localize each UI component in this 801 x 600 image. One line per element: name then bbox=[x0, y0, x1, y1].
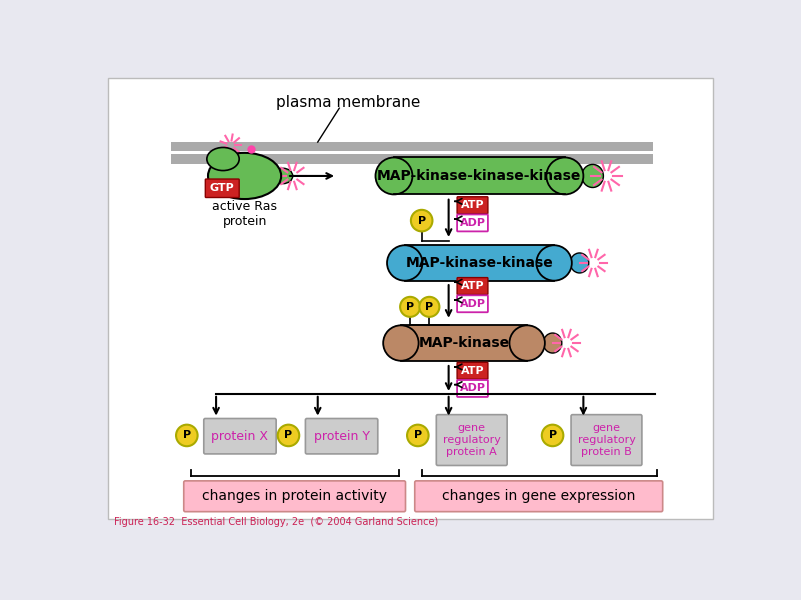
FancyBboxPatch shape bbox=[203, 419, 276, 454]
Ellipse shape bbox=[570, 253, 589, 273]
Text: Figure 16-32  Essential Cell Biology, 2e  (© 2004 Garland Science): Figure 16-32 Essential Cell Biology, 2e … bbox=[114, 517, 438, 527]
Ellipse shape bbox=[407, 425, 429, 446]
Ellipse shape bbox=[208, 153, 281, 199]
FancyBboxPatch shape bbox=[305, 419, 378, 454]
Bar bbox=[171, 154, 653, 164]
Text: ATP: ATP bbox=[461, 200, 485, 210]
FancyBboxPatch shape bbox=[457, 214, 488, 232]
Text: MAP-kinase-kinase-kinase: MAP-kinase-kinase-kinase bbox=[377, 169, 582, 183]
Text: P: P bbox=[284, 430, 292, 440]
Ellipse shape bbox=[582, 164, 603, 187]
Text: ADP: ADP bbox=[460, 383, 485, 394]
Ellipse shape bbox=[383, 325, 419, 361]
Ellipse shape bbox=[400, 297, 421, 317]
Text: MAP-kinase: MAP-kinase bbox=[418, 336, 509, 350]
Ellipse shape bbox=[273, 168, 292, 184]
FancyBboxPatch shape bbox=[437, 415, 507, 466]
Text: gene
regulatory
protein B: gene regulatory protein B bbox=[578, 424, 635, 457]
Text: active Ras
protein: active Ras protein bbox=[212, 200, 277, 229]
FancyBboxPatch shape bbox=[457, 362, 488, 379]
FancyBboxPatch shape bbox=[457, 197, 488, 214]
Text: protein Y: protein Y bbox=[314, 430, 369, 443]
Text: changes in protein activity: changes in protein activity bbox=[202, 489, 387, 503]
Ellipse shape bbox=[387, 245, 422, 281]
FancyBboxPatch shape bbox=[457, 278, 488, 295]
Text: MAP-kinase-kinase: MAP-kinase-kinase bbox=[405, 256, 553, 270]
Ellipse shape bbox=[509, 325, 545, 361]
Bar bbox=[171, 142, 653, 151]
FancyBboxPatch shape bbox=[571, 415, 642, 466]
Text: plasma membrane: plasma membrane bbox=[276, 95, 421, 110]
FancyBboxPatch shape bbox=[457, 295, 488, 312]
Bar bbox=[394, 157, 565, 194]
Ellipse shape bbox=[543, 333, 562, 353]
Ellipse shape bbox=[420, 297, 440, 317]
Ellipse shape bbox=[278, 425, 300, 446]
Ellipse shape bbox=[537, 245, 572, 281]
Text: protein X: protein X bbox=[211, 430, 268, 443]
Ellipse shape bbox=[376, 157, 413, 194]
Text: P: P bbox=[183, 430, 191, 440]
FancyBboxPatch shape bbox=[205, 179, 239, 197]
Text: P: P bbox=[406, 302, 414, 312]
FancyBboxPatch shape bbox=[183, 481, 405, 512]
FancyBboxPatch shape bbox=[457, 380, 488, 397]
Text: P: P bbox=[425, 302, 433, 312]
Text: P: P bbox=[549, 430, 557, 440]
FancyBboxPatch shape bbox=[415, 481, 662, 512]
Ellipse shape bbox=[541, 425, 563, 446]
Text: ATP: ATP bbox=[461, 281, 485, 291]
Text: ADP: ADP bbox=[460, 218, 485, 228]
Text: P: P bbox=[417, 215, 426, 226]
Text: ADP: ADP bbox=[460, 299, 485, 309]
Bar bbox=[405, 245, 554, 281]
Bar bbox=[400, 325, 527, 361]
Text: GTP: GTP bbox=[210, 183, 235, 193]
Text: P: P bbox=[414, 430, 422, 440]
Ellipse shape bbox=[546, 157, 583, 194]
Ellipse shape bbox=[207, 148, 239, 170]
Text: changes in gene expression: changes in gene expression bbox=[442, 489, 635, 503]
Ellipse shape bbox=[411, 210, 433, 232]
Text: gene
regulatory
protein A: gene regulatory protein A bbox=[443, 424, 501, 457]
Ellipse shape bbox=[176, 425, 198, 446]
Text: ATP: ATP bbox=[461, 366, 485, 376]
